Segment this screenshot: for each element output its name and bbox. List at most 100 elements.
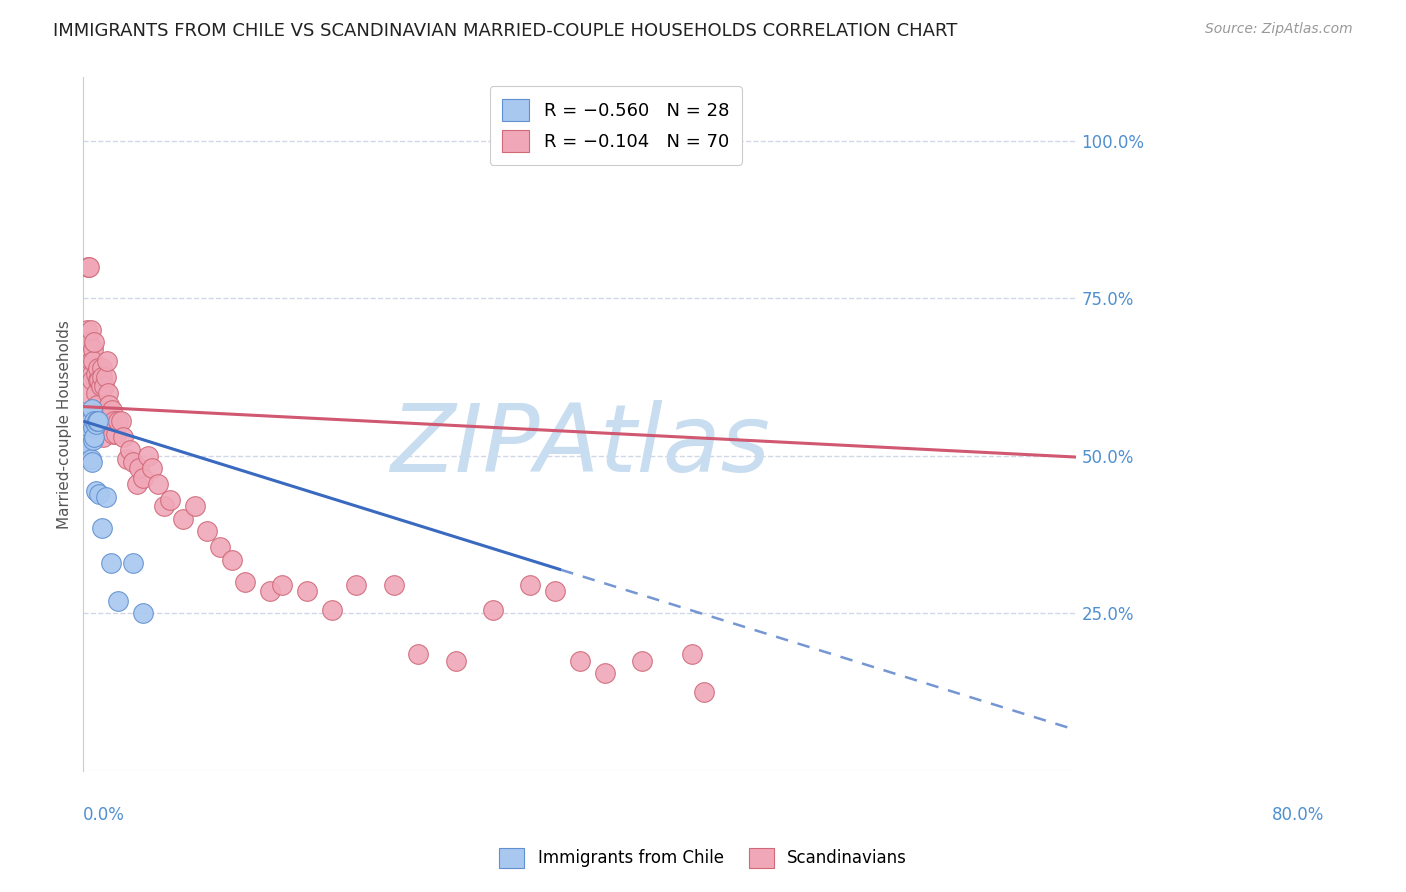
Point <box>87 360 110 375</box>
Point <box>103 414 125 428</box>
Point <box>77 260 100 274</box>
Point <box>80 452 103 467</box>
Point <box>110 414 132 428</box>
Point <box>271 578 294 592</box>
Point <box>681 648 703 662</box>
Point <box>132 471 155 485</box>
Point <box>184 500 207 514</box>
Point <box>84 367 107 381</box>
Point <box>693 685 716 699</box>
Text: 0.0%: 0.0% <box>83 805 125 824</box>
Text: ZIPAtlas: ZIPAtlas <box>389 400 770 491</box>
Point <box>221 553 243 567</box>
Point <box>80 373 103 387</box>
Point <box>107 414 129 428</box>
Point <box>79 408 101 422</box>
Point <box>208 541 231 555</box>
Point <box>544 584 567 599</box>
Legend: R = −0.560   N = 28, R = −0.104   N = 70: R = −0.560 N = 28, R = −0.104 N = 70 <box>489 87 742 165</box>
Point <box>97 385 120 400</box>
Point <box>79 335 101 350</box>
Point <box>83 335 105 350</box>
Point <box>86 414 108 428</box>
Point <box>83 430 105 444</box>
Point <box>86 398 108 412</box>
Y-axis label: Married-couple Households: Married-couple Households <box>58 320 72 529</box>
Point <box>100 556 122 570</box>
Point <box>172 512 194 526</box>
Point <box>295 584 318 599</box>
Point <box>94 490 117 504</box>
Text: IMMIGRANTS FROM CHILE VS SCANDINAVIAN MARRIED-COUPLE HOUSEHOLDS CORRELATION CHAR: IMMIGRANTS FROM CHILE VS SCANDINAVIAN MA… <box>53 22 957 40</box>
Point <box>75 449 97 463</box>
Point <box>128 461 150 475</box>
Point <box>75 385 97 400</box>
Point <box>89 405 111 419</box>
Point <box>125 477 148 491</box>
Point <box>197 524 219 539</box>
Point <box>82 433 104 447</box>
Point <box>82 354 104 368</box>
Point <box>482 603 505 617</box>
Point <box>344 578 367 592</box>
Point <box>82 342 104 356</box>
Point <box>87 373 110 387</box>
Text: 80.0%: 80.0% <box>1272 805 1324 824</box>
Point <box>132 607 155 621</box>
Point <box>568 654 591 668</box>
Point <box>80 323 103 337</box>
Point <box>96 354 118 368</box>
Legend: Immigrants from Chile, Scandinavians: Immigrants from Chile, Scandinavians <box>492 841 914 875</box>
Point <box>101 402 124 417</box>
Point <box>444 654 467 668</box>
Point <box>382 578 405 592</box>
Point <box>111 430 134 444</box>
Point <box>80 367 103 381</box>
Point <box>233 574 256 589</box>
Point <box>76 420 98 434</box>
Point <box>76 436 98 450</box>
Point <box>76 323 98 337</box>
Point <box>80 354 103 368</box>
Point <box>89 486 111 500</box>
Point <box>79 420 101 434</box>
Point <box>90 360 112 375</box>
Point <box>408 648 430 662</box>
Point <box>519 578 541 592</box>
Point <box>84 385 107 400</box>
Point <box>84 417 107 432</box>
Point <box>321 603 343 617</box>
Point <box>159 492 181 507</box>
Point <box>87 414 110 428</box>
Point <box>122 455 145 469</box>
Point <box>98 398 121 412</box>
Point <box>84 483 107 498</box>
Point <box>100 414 122 428</box>
Point <box>146 477 169 491</box>
Point <box>115 452 138 467</box>
Point <box>120 442 142 457</box>
Point <box>101 426 124 441</box>
Point <box>136 449 159 463</box>
Point <box>90 370 112 384</box>
Point <box>89 373 111 387</box>
Point <box>90 379 112 393</box>
Point <box>75 439 97 453</box>
Point <box>80 401 103 416</box>
Point <box>91 430 114 444</box>
Point <box>122 556 145 570</box>
Point <box>90 521 112 535</box>
Point <box>73 426 96 441</box>
Point <box>141 461 163 475</box>
Point <box>94 370 117 384</box>
Point <box>80 414 103 428</box>
Point <box>73 417 96 432</box>
Point <box>77 424 100 438</box>
Point <box>153 500 176 514</box>
Point <box>259 584 281 599</box>
Point <box>82 420 104 434</box>
Text: Source: ZipAtlas.com: Source: ZipAtlas.com <box>1205 22 1353 37</box>
Point <box>77 414 100 428</box>
Point <box>93 379 115 393</box>
Point <box>593 666 616 681</box>
